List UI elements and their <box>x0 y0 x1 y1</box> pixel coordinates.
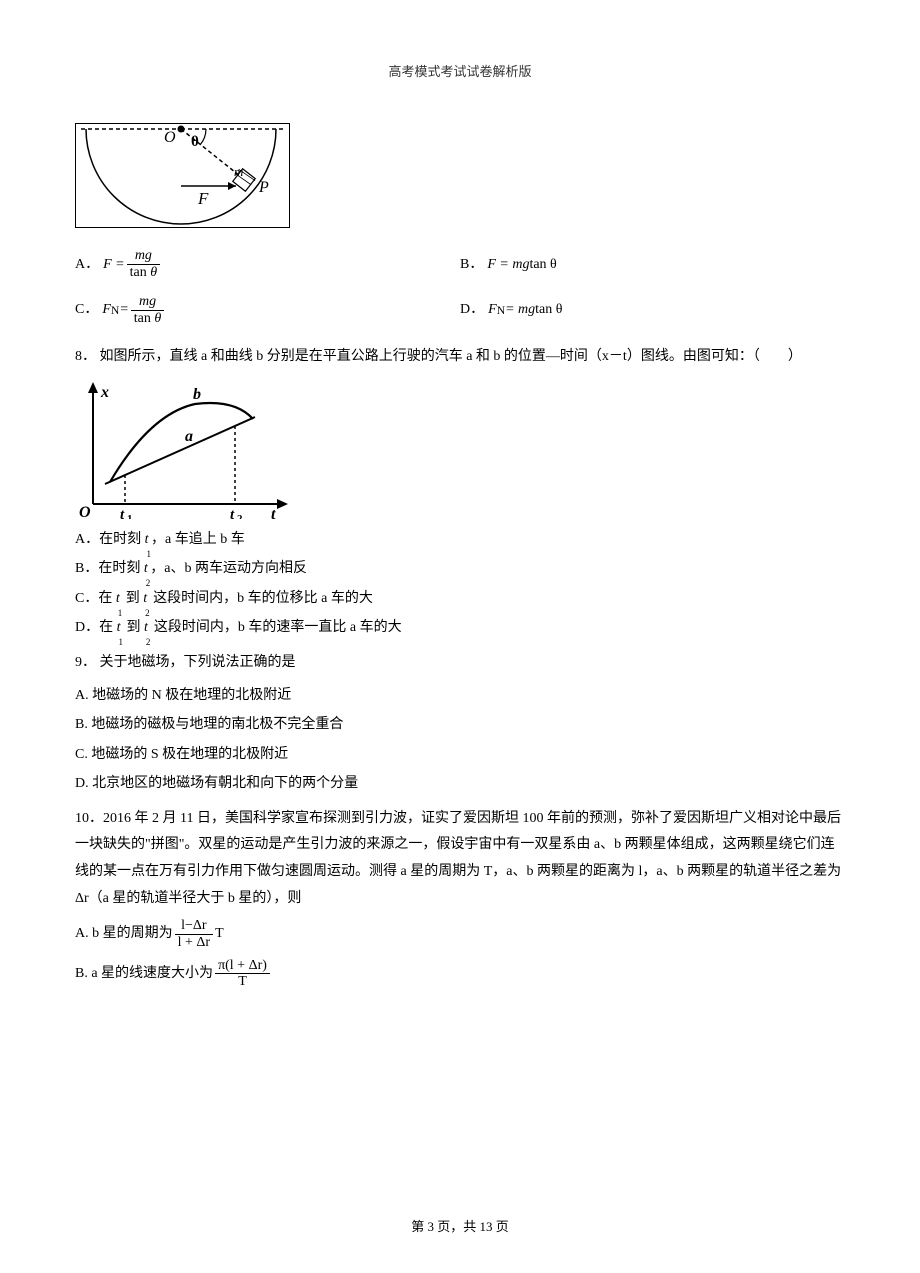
formula-sub: N <box>111 300 119 321</box>
var-t: t <box>117 620 121 635</box>
q9-option-b: B. 地磁场的磁极与地理的南北极不完全重合 <box>75 712 845 739</box>
option-label: D． <box>75 620 99 635</box>
q7-option-b: B． F = mgtan θ <box>460 252 845 277</box>
q7-options-row1: A． F = mg tan θ B． F = mgtan θ <box>75 248 845 280</box>
svg-text:t: t <box>230 507 235 519</box>
fraction: mg tan θ <box>127 248 161 280</box>
q7-option-a: A． F = mg tan θ <box>75 248 460 280</box>
text-part: 在时刻 <box>98 561 144 576</box>
svg-text:x: x <box>100 384 109 401</box>
svg-text:m: m <box>234 164 243 179</box>
var-t: t <box>144 620 148 635</box>
q8-option-c: C．在 t1 到 t2 这段时间内，b 车的位移比 a 车的大 <box>75 586 845 613</box>
fraction: mg tan θ <box>131 294 165 326</box>
fraction: π(l + Δr) T <box>215 958 270 990</box>
numerator: mg <box>127 248 161 264</box>
var-t: t <box>144 561 148 576</box>
var-sub: 1 <box>118 609 123 618</box>
denominator: T <box>215 974 270 989</box>
denominator: l + Δr <box>175 935 213 950</box>
q10-option-b: B. a 星的线速度大小为 π(l + Δr) T <box>75 958 845 990</box>
option-label: A. b 星的周期为 <box>75 921 173 948</box>
page-footer: 第 3 页，共 13 页 <box>0 1215 920 1238</box>
formula-post: = <box>119 297 128 322</box>
footer-mid: 页，共 <box>434 1219 480 1234</box>
option-label: B. a 星的线速度大小为 <box>75 961 213 988</box>
option-label: A． <box>75 252 99 277</box>
svg-text:b: b <box>193 386 201 403</box>
q7-option-c: C． FN = mg tan θ <box>75 294 460 326</box>
numerator: l−Δr <box>175 918 213 934</box>
q9-option-d: D. 北京地区的地磁场有朝北和向下的两个分量 <box>75 771 845 798</box>
svg-text:2: 2 <box>237 513 243 519</box>
option-label: D． <box>460 297 484 322</box>
q8-option-d: D．在 t1 到 t2 这段时间内，b 车的速率一直比 a 车的大 <box>75 615 845 642</box>
q7-option-d: D． FN = mgtan θ <box>460 297 845 322</box>
option-label: A． <box>75 532 99 547</box>
q10-option-a: A. b 星的周期为 l−Δr l + Δr T <box>75 918 845 950</box>
footer-pre: 第 <box>411 1219 427 1234</box>
q8-intro: 8． 如图所示，直线 a 和曲线 b 分别是在平直公路上行驶的汽车 a 和 b … <box>75 344 845 371</box>
text-part: 在 <box>99 620 117 635</box>
q9-intro: 9． 关于地磁场，下列说法正确的是 <box>75 650 845 677</box>
option-label: C． <box>75 297 98 322</box>
formula-suffix: T <box>215 921 224 948</box>
option-label: B． <box>75 561 98 576</box>
text-part: 到 <box>122 591 143 606</box>
svg-text:t: t <box>120 507 125 519</box>
formula-mid: = mg <box>505 297 535 322</box>
formula-pre: F <box>488 297 497 322</box>
q7-options-row2: C． FN = mg tan θ D． FN = mgtan θ <box>75 294 845 326</box>
q9-option-c: C. 地磁场的 S 极在地理的北极附近 <box>75 742 845 769</box>
text-part: 到 <box>123 620 144 635</box>
text-part: 在 <box>98 591 116 606</box>
page-header: 高考模式考试试卷解析版 <box>75 60 845 83</box>
svg-text:a: a <box>185 428 193 445</box>
formula-suffix: tan θ <box>535 297 562 322</box>
numerator: mg <box>131 294 165 310</box>
denominator: tan θ <box>127 265 161 280</box>
formula-suffix: tan θ <box>529 252 556 277</box>
svg-text:t: t <box>271 506 276 519</box>
footer-post: 页 <box>493 1219 509 1234</box>
q7-figure: O θ m P F <box>75 123 290 228</box>
formula-text: F = mg <box>487 252 529 277</box>
q9-option-a: A. 地磁场的 N 极在地理的北极附近 <box>75 683 845 710</box>
q8-option-b: B．在时刻 t2，a、b 两车运动方向相反 <box>75 556 845 583</box>
svg-text:F: F <box>197 189 209 208</box>
formula-pre: F <box>102 297 111 322</box>
svg-text:P: P <box>258 179 269 196</box>
var-sub: 2 <box>145 609 150 618</box>
var-t: t <box>145 532 149 547</box>
formula-lhs: F = <box>103 252 125 277</box>
var-sub: 1 <box>119 638 124 647</box>
denominator: tan θ <box>131 311 165 326</box>
svg-text:O: O <box>164 129 176 146</box>
var-sub: 1 <box>147 550 152 559</box>
svg-text:1: 1 <box>127 513 133 519</box>
var-sub: 2 <box>146 579 151 588</box>
var-t: t <box>116 591 120 606</box>
q10-intro: 10．2016 年 2 月 11 日，美国科学家宣布探测到引力波，证实了爱因斯坦… <box>75 806 845 912</box>
text-part: 在时刻 <box>99 532 145 547</box>
option-label: B． <box>460 252 483 277</box>
text-part: ，a、b 两车运动方向相反 <box>150 561 307 576</box>
q8-graph: O x t a b t 1 t 2 <box>75 379 295 519</box>
footer-total: 13 <box>480 1219 493 1234</box>
formula-sub: N <box>497 300 505 321</box>
svg-text:O: O <box>79 504 91 519</box>
text-part: 这段时间内，b 车的速率一直比 a 车的大 <box>150 620 401 635</box>
q8-option-a: A．在时刻 t1，a 车追上 b 车 <box>75 527 845 554</box>
numerator: π(l + Δr) <box>215 958 270 974</box>
var-sub: 2 <box>146 638 151 647</box>
text-part: ，a 车追上 b 车 <box>151 532 245 547</box>
svg-text:θ: θ <box>191 134 199 150</box>
var-t: t <box>143 591 147 606</box>
option-label: C． <box>75 591 98 606</box>
text-part: 这段时间内，b 车的位移比 a 车的大 <box>150 591 373 606</box>
fraction: l−Δr l + Δr <box>175 918 213 950</box>
